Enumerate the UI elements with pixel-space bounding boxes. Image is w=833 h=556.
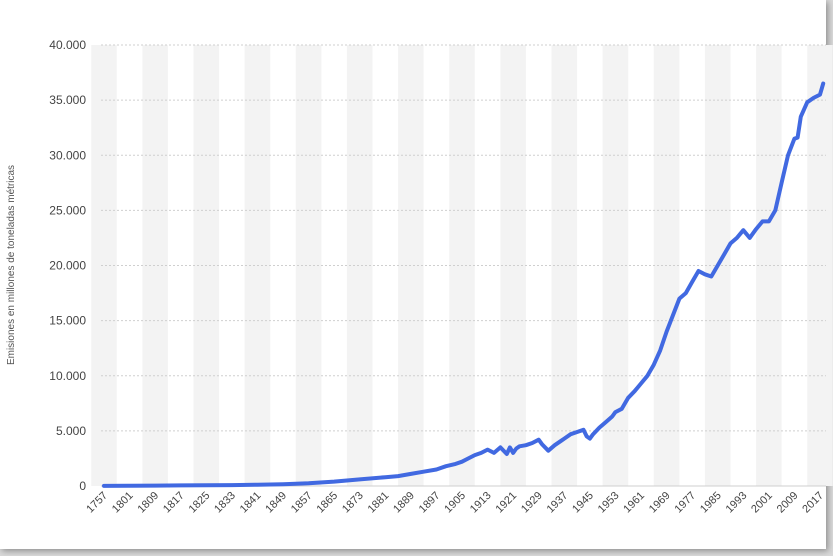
x-tick-label: 1969 xyxy=(647,490,673,516)
x-band xyxy=(346,45,373,486)
x-tick-label: 1865 xyxy=(314,490,340,516)
x-tick-label: 1945 xyxy=(570,490,596,516)
y-tick-label: 35.000 xyxy=(49,93,86,107)
x-tick-label: 1913 xyxy=(468,490,494,516)
x-tick-label: 1993 xyxy=(724,490,750,516)
x-tick-label: 1809 xyxy=(135,490,161,516)
y-tick-label: 20.000 xyxy=(49,259,86,273)
x-tick-label: 1929 xyxy=(519,490,545,516)
x-tick-label: 1889 xyxy=(391,490,417,516)
x-tick-label: 1953 xyxy=(596,490,622,516)
x-tick-label: 1921 xyxy=(493,490,519,516)
x-tick-label: 1881 xyxy=(366,490,392,516)
x-tick-label: 2001 xyxy=(749,490,775,516)
x-tick-label: 1825 xyxy=(187,490,213,516)
x-tick-label: 1897 xyxy=(417,490,443,516)
x-tick-label: 1937 xyxy=(545,490,571,516)
x-tick-label: 1757 xyxy=(84,490,110,516)
x-tick-label: 1857 xyxy=(289,490,315,516)
y-tick-label: 25.000 xyxy=(49,203,86,217)
y-tick-labels: 0 5.000 10.000 15.000 20.000 25.000 30.000 35.0… xyxy=(49,38,86,493)
x-band xyxy=(551,45,578,486)
y-tick-label: 0 xyxy=(79,479,86,493)
x-tick-labels: 1757 1801 1809 1817 1825 1833 1841 1849 1857 1865… xyxy=(84,490,826,516)
y-tick-label: 30.000 xyxy=(49,148,86,162)
x-tick-label: 1849 xyxy=(263,490,289,516)
x-band xyxy=(807,45,833,486)
y-tick-label: 10.000 xyxy=(49,369,86,383)
y-tick-label: 5.000 xyxy=(56,424,86,438)
x-tick-label: 1905 xyxy=(442,490,468,516)
x-tick-label: 1873 xyxy=(340,490,366,516)
x-band xyxy=(91,45,117,486)
x-tick-label: 1977 xyxy=(672,490,698,516)
x-tick-label: 2009 xyxy=(775,490,801,516)
y-tick-label: 40.000 xyxy=(49,38,86,52)
x-tick-label: 1801 xyxy=(110,490,136,516)
x-tick-label: 1985 xyxy=(698,490,724,516)
x-bands xyxy=(91,45,833,486)
x-tick-label: 1841 xyxy=(238,490,264,516)
emissions-line xyxy=(102,81,826,488)
x-tick-label: 1817 xyxy=(161,490,187,516)
y-tick-label: 15.000 xyxy=(49,314,86,328)
x-tick-label: 2017 xyxy=(800,490,826,516)
x-tick-label: 1833 xyxy=(212,490,238,516)
y-axis-label: Emisiones en millones de toneladas métri… xyxy=(6,165,17,365)
x-tick-label: 1961 xyxy=(621,490,647,516)
